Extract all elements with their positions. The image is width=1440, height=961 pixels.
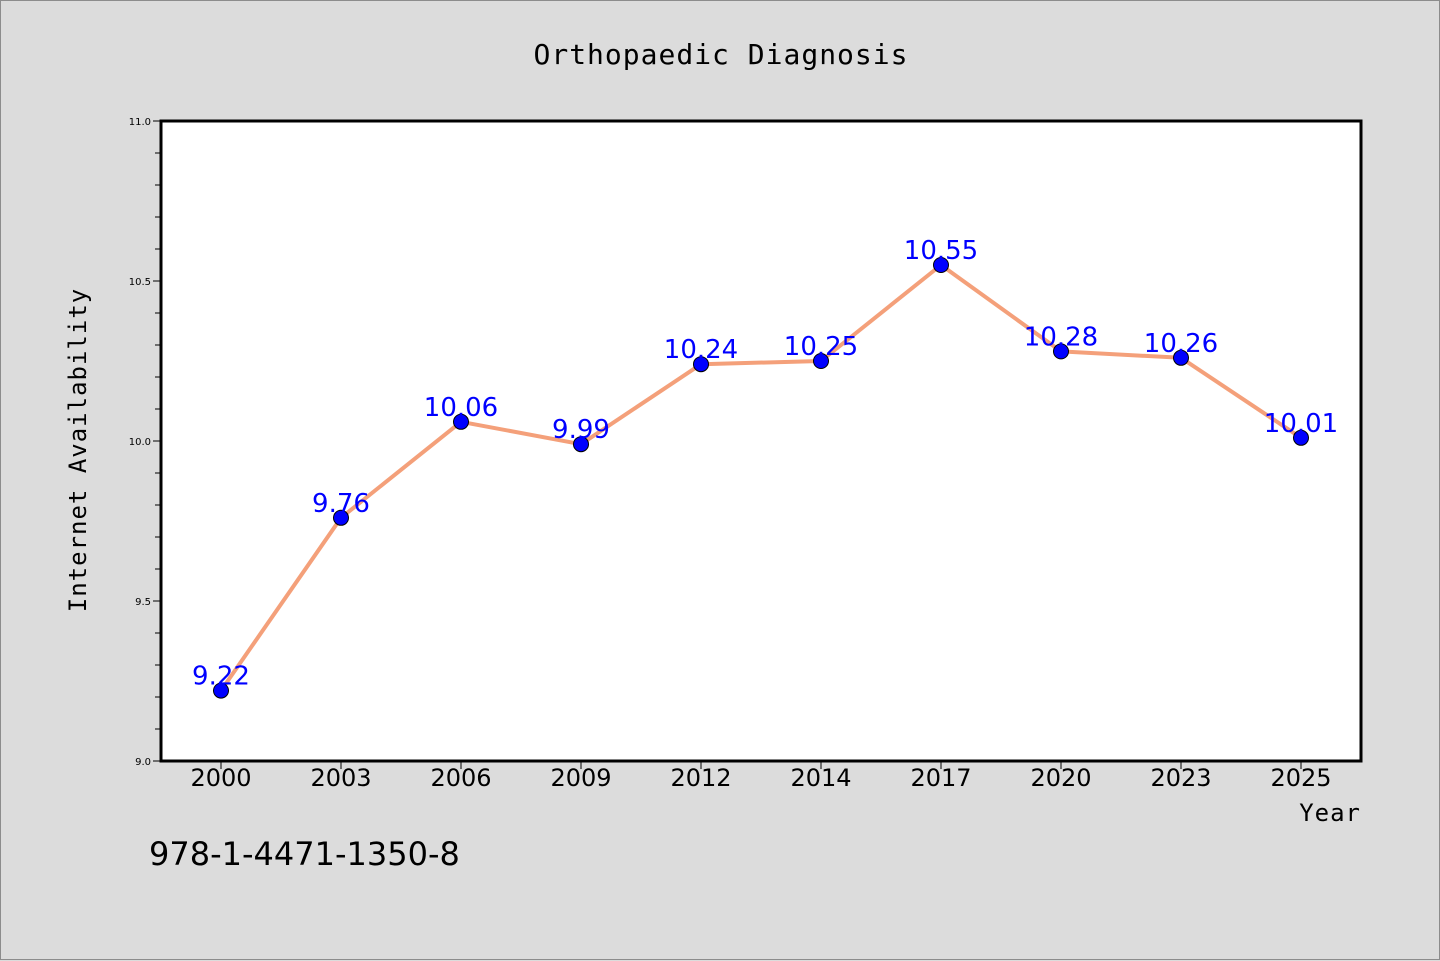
- plot-area: [159, 119, 1363, 763]
- data-point: [213, 682, 229, 699]
- data-label: 9.22: [192, 662, 250, 692]
- data-label: 10.01: [1264, 409, 1338, 439]
- x-tick-label: 2020: [1030, 764, 1091, 792]
- series-line: [219, 263, 1303, 692]
- data-point: [693, 356, 709, 373]
- y-tick-label: 9.0: [135, 757, 151, 768]
- x-tick-label: 2006: [430, 764, 491, 792]
- data-point: [333, 509, 349, 526]
- data-labels: 9.22 9.76 10.06 9.99 10.24 10.25 10.55 10.28 10.…: [192, 236, 1338, 692]
- chart-title: Orthopaedic Diagnosis: [533, 38, 908, 71]
- x-axis: 2000 2003 2006 2009 2012 2014 2017 2020 2023 2025: [190, 761, 1332, 792]
- data-point: [1173, 349, 1189, 366]
- data-point: [1053, 343, 1069, 360]
- x-tick-label: 2014: [790, 764, 851, 792]
- x-tick-label: 2009: [550, 764, 611, 792]
- data-label: 9.76: [312, 489, 370, 519]
- y-tick-label: 9.5: [135, 597, 151, 608]
- y-tick-label: 10.0: [129, 437, 151, 448]
- data-point: [573, 436, 589, 453]
- data-label: 10.26: [1144, 329, 1218, 359]
- isbn-annotation: 978-1-4471-1350-8: [149, 835, 460, 873]
- x-tick-label: 2000: [190, 764, 251, 792]
- x-axis-label: Year: [1299, 799, 1361, 827]
- data-label: 10.55: [904, 236, 978, 266]
- data-label: 10.25: [784, 332, 858, 362]
- y-tick-label: 11.0: [129, 117, 151, 128]
- x-tick-label: 2012: [670, 764, 731, 792]
- series-markers: [213, 257, 1309, 699]
- x-tick-label: 2023: [1150, 764, 1211, 792]
- data-label: 10.06: [424, 393, 498, 423]
- data-point: [453, 413, 469, 430]
- series-line-path: [219, 263, 1303, 692]
- data-label: 10.24: [664, 335, 738, 365]
- data-label: 9.99: [552, 415, 610, 445]
- data-label: 10.28: [1024, 322, 1098, 352]
- y-axis-label: Internet Availability: [64, 288, 92, 612]
- data-point: [813, 353, 829, 369]
- x-tick-label: 2025: [1270, 764, 1331, 792]
- data-point: [1293, 429, 1309, 446]
- y-tick-label: 10.5: [129, 277, 151, 288]
- x-tick-label: 2003: [310, 764, 371, 792]
- data-point: [933, 257, 949, 273]
- y-axis: 9.0 9.5 10.0 10.5 11.0: [129, 117, 161, 768]
- x-tick-label: 2017: [910, 764, 971, 792]
